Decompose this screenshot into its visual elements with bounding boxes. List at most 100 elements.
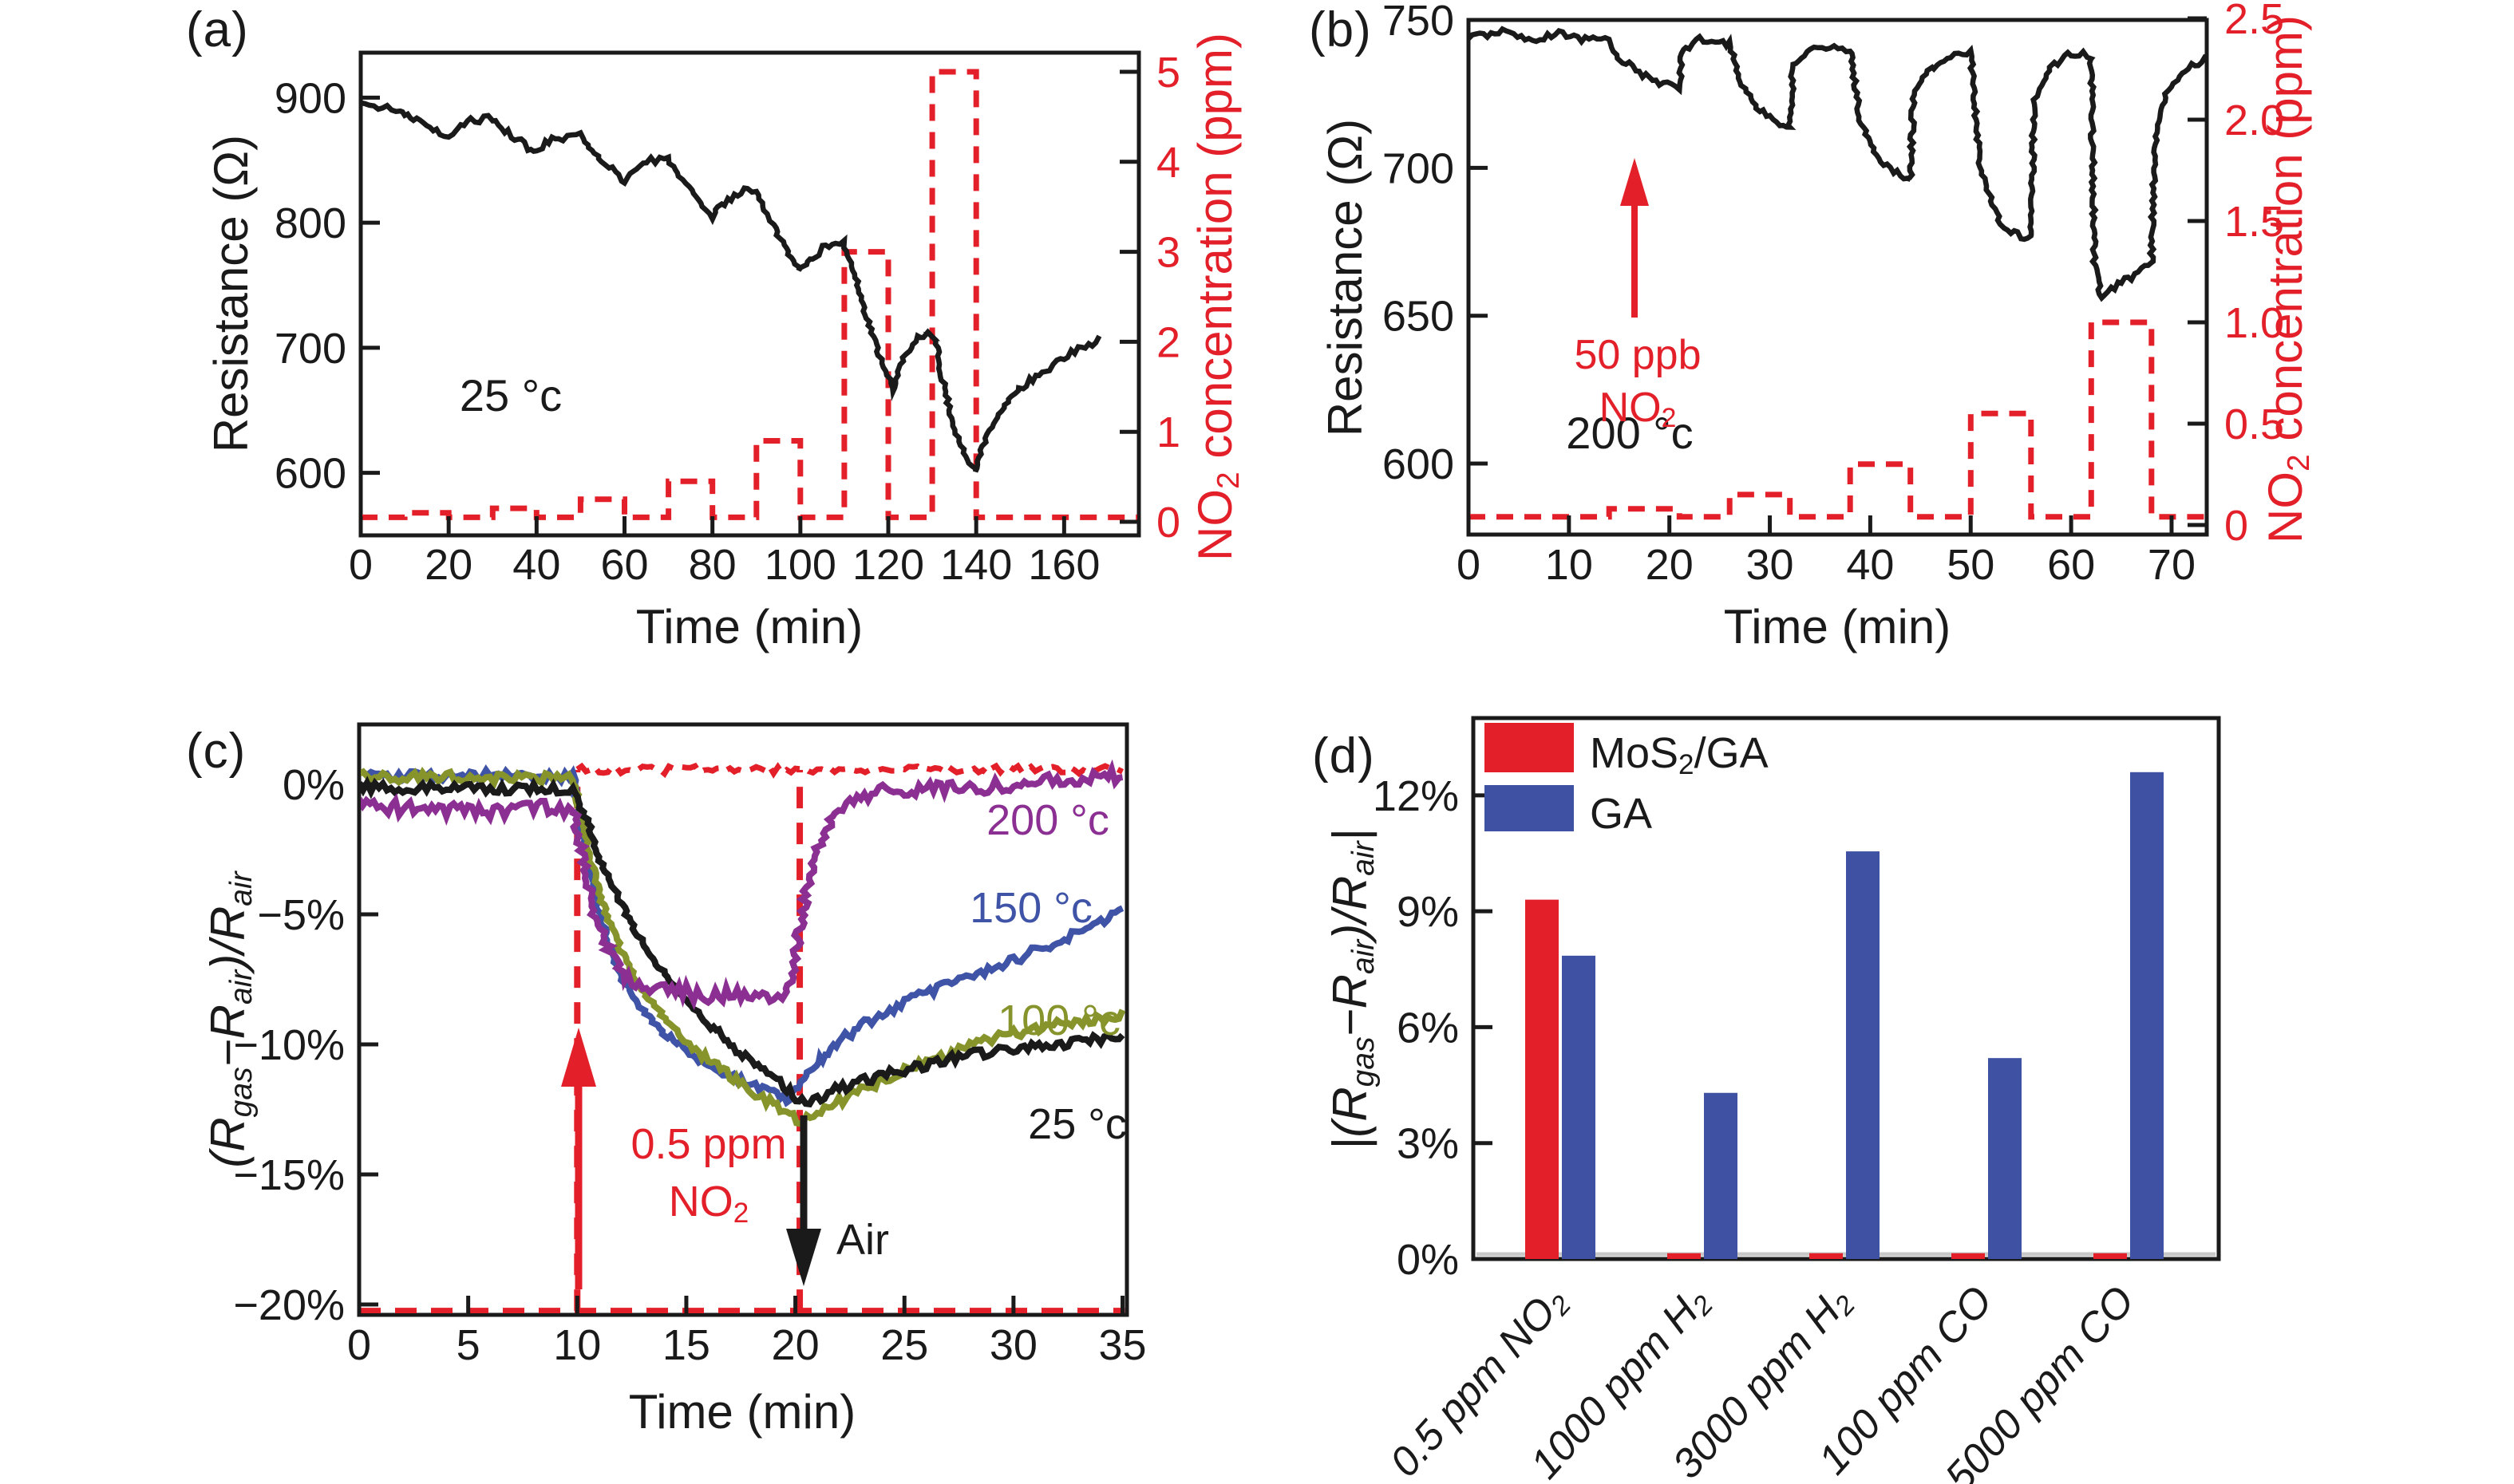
gas-concentration-steps-a: [362, 69, 1137, 520]
panel-b: 0 10 20 30 40 50 60 70 600 650 700 750 0 0.5 1.0 1.5 2.0…: [1318, 0, 2316, 653]
ytick-label-d: 9%: [1397, 888, 1459, 936]
ytick-label-a: 800: [275, 199, 346, 247]
ytick-label-a: 600: [275, 450, 346, 498]
ytick-label-c: −10%: [233, 1021, 345, 1069]
xtick-label-c: 5: [457, 1321, 480, 1369]
ytick-label-c: −20%: [233, 1281, 345, 1329]
xtick-label-b: 60: [2047, 541, 2095, 589]
legend-label-ga: GA: [1590, 790, 1652, 838]
gas-arrow-b-head: [1620, 158, 1649, 206]
bar-mos2ga-0: [1525, 899, 1559, 1259]
gas-high-line-c: [575, 761, 1125, 779]
annotation-b-gas1: 50 ppb: [1574, 332, 1701, 378]
xtick-label-a: 160: [1028, 541, 1100, 589]
response-curve-100C: [361, 766, 1125, 1127]
xtick-label-a: 140: [940, 541, 1012, 589]
panel-c: 0 5 10 15 20 25 30 35 0% −5% −10% −15% −20% Time (min…: [201, 722, 1147, 1439]
xtick-label-c: 30: [990, 1321, 1038, 1369]
ytick-right-label-a: 0: [1156, 499, 1180, 547]
y-axis-title-c: (Rgas−Rair)/Rair: [201, 870, 259, 1167]
xtick-label-c: 20: [772, 1321, 820, 1369]
xtick-label-a: 20: [425, 541, 472, 589]
xtick-label-b: 70: [2148, 541, 2196, 589]
legend-label-mos2ga: MoS2/GA: [1590, 729, 1769, 780]
bar-ga-1: [1704, 1092, 1737, 1259]
resistance-trace-a: [362, 100, 1102, 473]
bar-mos2ga-4: [2093, 1253, 2127, 1259]
xtick-label-a: 100: [765, 541, 836, 589]
ytick-right-label-a: 5: [1156, 49, 1180, 97]
xtick-label-a: 120: [852, 541, 924, 589]
xtick-label-b: 50: [1947, 541, 1994, 589]
ytick-label-d: 12%: [1373, 772, 1459, 820]
ytick-label-b: 600: [1382, 440, 1454, 488]
ytick-right-label-a: 1: [1156, 408, 1180, 456]
annotation-c-air: Air: [836, 1216, 889, 1264]
xtick-label-c: 25: [880, 1321, 928, 1369]
air-arrow-c-head: [786, 1229, 821, 1286]
bar-mos2ga-3: [1951, 1253, 1985, 1259]
ytick-right-label-a: 3: [1156, 229, 1180, 277]
panel-label-a: (a): [186, 2, 249, 57]
annotation-c-gas1: 0.5 ppm: [630, 1120, 786, 1168]
panel-label-b: (b): [1309, 2, 1372, 57]
ytick-right-label-b: 2.5: [2224, 0, 2284, 43]
xtick-label-b: 40: [1846, 541, 1894, 589]
xtick-label-b: 10: [1545, 541, 1593, 589]
annotation-c-gas2: NO2: [669, 1178, 749, 1229]
panel-label-c: (c): [186, 724, 247, 779]
xtick-label-a: 60: [600, 541, 648, 589]
plot-area-c: [361, 759, 1125, 1313]
ytick-right-label-b: 2.0: [2224, 97, 2284, 144]
y2-axis-title-b: NO2 concentration (ppm): [2259, 15, 2316, 543]
response-curve-200C: [361, 759, 1124, 1011]
axes-box-a: [358, 50, 1141, 538]
axes-box-b: [1466, 18, 2209, 537]
xtick-label-c: 15: [662, 1321, 710, 1369]
ytick-label-c: −15%: [233, 1151, 345, 1199]
x-axis-title-b: Time (min): [1724, 600, 1951, 653]
bar-mos2ga-1: [1667, 1253, 1701, 1259]
ytick-right-label-b: 0: [2224, 502, 2248, 550]
xtick-label-b: 20: [1646, 541, 1694, 589]
ytick-right-label-a: 2: [1156, 318, 1180, 366]
ytick-label-b: 750: [1382, 0, 1454, 45]
y-axis-title-b: Resistance (Ω): [1318, 119, 1372, 436]
gas-concentration-steps-b: [1470, 319, 2205, 520]
annotation-c-t100: 100 °c: [998, 997, 1121, 1044]
ytick-right-label-a: 4: [1156, 139, 1180, 187]
response-curve-25C: [361, 776, 1125, 1108]
ytick-right-label-b: 1.0: [2224, 299, 2284, 347]
legend-swatch-mos2ga: [1484, 723, 1574, 772]
xtick-label-b: 30: [1746, 541, 1794, 589]
ytick-label-a: 700: [275, 325, 346, 373]
y2-axis-title-a: NO2 concentration (ppm): [1188, 33, 1246, 561]
ytick-label-c: 0%: [283, 761, 345, 809]
gas-on-arrow-c-head: [561, 1028, 596, 1087]
ytick-label-a: 900: [275, 74, 346, 122]
axes-box-c: [357, 722, 1129, 1317]
annotation-c-t200: 200 °c: [986, 796, 1109, 844]
ytick-label-d: 3%: [1397, 1120, 1459, 1168]
resistance-trace-b: [1470, 26, 2205, 302]
y-axis-title-a: Resistance (Ω): [204, 135, 258, 452]
bar-ga-4: [2130, 772, 2164, 1259]
x-axis-title-a: Time (min): [636, 600, 863, 653]
xtick-label-a: 40: [512, 541, 560, 589]
annotation-b-temp: 200 °c: [1566, 408, 1693, 458]
bar-ga-0: [1562, 955, 1595, 1259]
ytick-label-c: −5%: [257, 891, 345, 939]
plot-area-b: [1470, 26, 2205, 520]
panel-a: 0 20 40 60 80 100 120 140 160 600 700 800 900 0 1 2 3 4 5 T…: [204, 33, 1246, 653]
panel-d: 0%3%6%9%12%|(Rgas−Rair)/Rair|0.5 ppm NO2…: [1323, 716, 2221, 1484]
ytick-right-label-b: 0.5: [2224, 401, 2284, 448]
annotation-c-t150: 150 °c: [970, 884, 1093, 932]
ytick-label-d: 6%: [1397, 1004, 1459, 1052]
x-axis-title-c: Time (min): [629, 1385, 856, 1439]
xtick-label-a: 80: [689, 541, 737, 589]
annotation-a-temp: 25 °c: [460, 370, 562, 420]
ytick-label-b: 700: [1382, 144, 1454, 192]
xtick-label-b: 0: [1457, 541, 1480, 589]
